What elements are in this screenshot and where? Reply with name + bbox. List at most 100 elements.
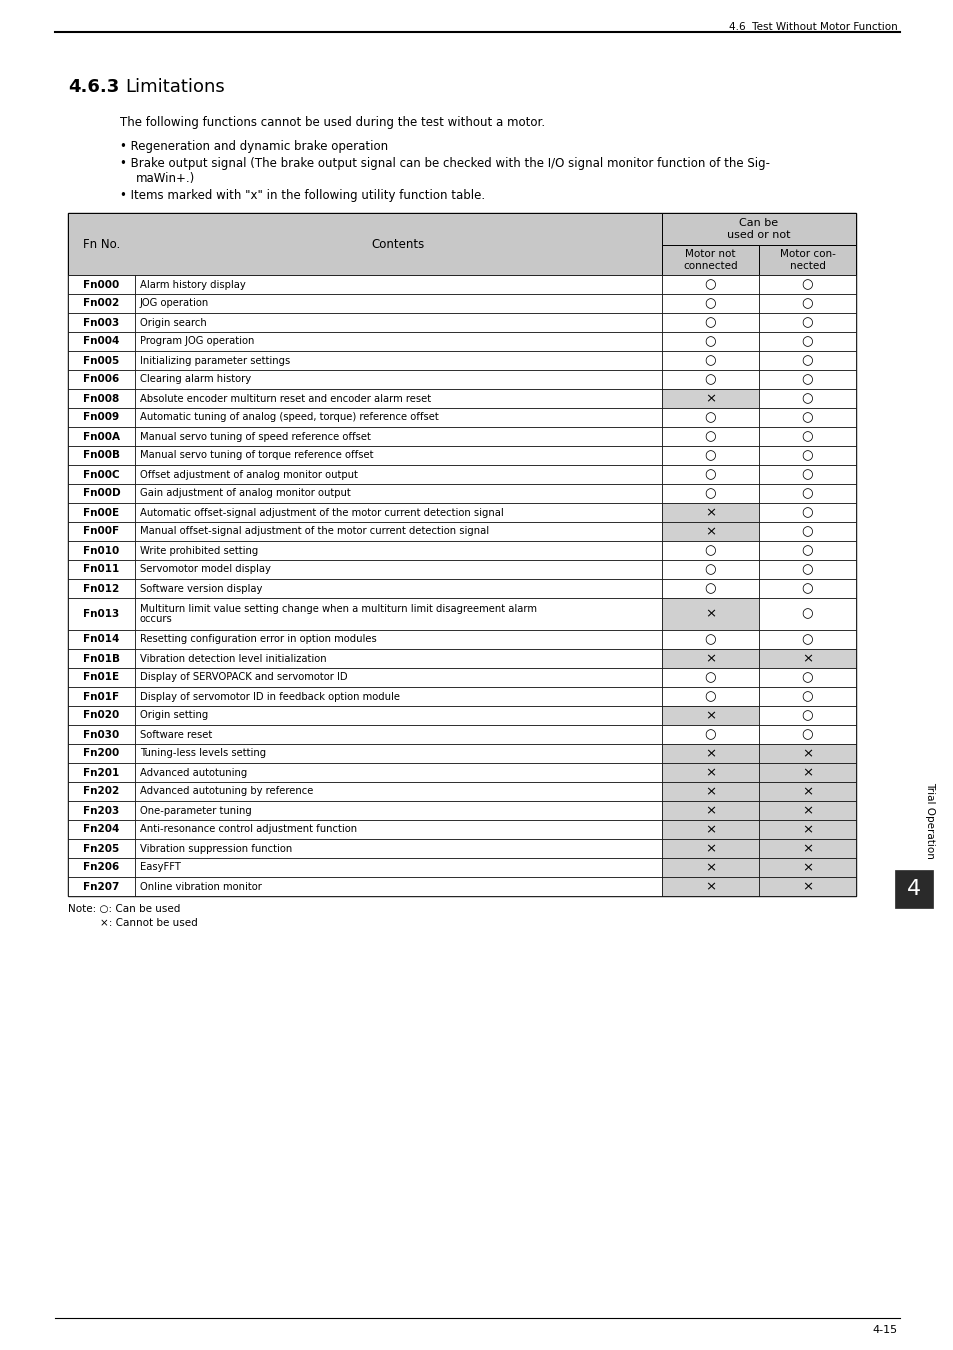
Bar (759, 446, 855, 464)
Bar (661, 370, 759, 389)
Bar (759, 706, 855, 725)
Text: Fn202: Fn202 (83, 787, 119, 796)
Bar (759, 275, 855, 294)
Text: • Items marked with "x" in the following utility function table.: • Items marked with "x" in the following… (120, 189, 485, 202)
Bar (759, 763, 855, 782)
Text: ○: ○ (704, 410, 716, 424)
Bar (759, 878, 855, 896)
Bar (661, 213, 855, 244)
Text: ○: ○ (704, 728, 716, 741)
Text: EasyFFT: EasyFFT (140, 863, 181, 872)
Bar (661, 427, 759, 446)
Bar (68, 464, 135, 485)
Bar (68, 541, 135, 560)
Bar (759, 541, 855, 560)
Bar (68, 859, 135, 878)
Bar (135, 313, 661, 332)
Text: ×: × (704, 784, 716, 798)
Text: ○: ○ (801, 525, 812, 539)
Bar (135, 446, 661, 464)
Text: Write prohibited setting: Write prohibited setting (140, 545, 258, 555)
Text: ×: × (801, 824, 812, 836)
Text: Fn000: Fn000 (83, 279, 119, 289)
Text: Fn200: Fn200 (83, 748, 119, 759)
Text: ×: × (801, 861, 812, 873)
Bar (68, 213, 855, 896)
Bar (135, 687, 661, 706)
Text: ○: ○ (801, 608, 812, 621)
Text: Fn00C: Fn00C (83, 470, 120, 479)
Bar (661, 332, 759, 351)
Bar (759, 332, 855, 351)
Text: ○: ○ (801, 431, 812, 443)
Bar (759, 782, 855, 801)
Bar (759, 522, 855, 541)
Text: ×: × (801, 747, 812, 760)
Text: ○: ○ (801, 487, 812, 500)
Bar (661, 801, 759, 819)
Bar (68, 878, 135, 896)
Bar (661, 244, 759, 275)
Bar (68, 370, 135, 389)
Bar (135, 598, 661, 630)
Text: ×: × (704, 824, 716, 836)
Bar (135, 579, 661, 598)
Text: Display of SERVOPACK and servomotor ID: Display of SERVOPACK and servomotor ID (140, 672, 347, 683)
Bar (661, 687, 759, 706)
Text: maWin+.): maWin+.) (136, 171, 195, 185)
Text: Fn00F: Fn00F (83, 526, 119, 536)
Bar (68, 275, 135, 294)
Bar (661, 668, 759, 687)
Bar (135, 427, 661, 446)
Text: ×: × (704, 861, 716, 873)
Text: Fn005: Fn005 (83, 355, 119, 366)
Bar (759, 579, 855, 598)
Bar (68, 522, 135, 541)
Text: Fn030: Fn030 (83, 729, 119, 740)
Bar (68, 579, 135, 598)
Bar (759, 744, 855, 763)
Text: ×: × (801, 842, 812, 855)
Bar (759, 859, 855, 878)
Text: Limitations: Limitations (125, 78, 225, 96)
Text: Multiturn limit value setting change when a multiturn limit disagreement alarm: Multiturn limit value setting change whe… (140, 603, 537, 613)
Text: Fn203: Fn203 (83, 806, 119, 815)
Text: Alarm history display: Alarm history display (140, 279, 246, 289)
Bar (759, 313, 855, 332)
Text: ○: ○ (704, 278, 716, 292)
Bar (661, 878, 759, 896)
Text: ×: × (801, 880, 812, 892)
Text: • Regeneration and dynamic brake operation: • Regeneration and dynamic brake operati… (120, 140, 388, 153)
Bar (661, 522, 759, 541)
Bar (759, 464, 855, 485)
Text: ○: ○ (801, 316, 812, 329)
Text: 4-15: 4-15 (872, 1324, 897, 1335)
Bar (135, 522, 661, 541)
Bar (68, 782, 135, 801)
Bar (135, 630, 661, 649)
Bar (759, 389, 855, 408)
Text: Fn201: Fn201 (83, 768, 119, 778)
Bar (661, 560, 759, 579)
Text: Fn006: Fn006 (83, 374, 119, 385)
Bar (135, 838, 661, 859)
Bar (661, 763, 759, 782)
Text: Fn010: Fn010 (83, 545, 119, 555)
Text: ×: × (704, 842, 716, 855)
Text: ○: ○ (801, 709, 812, 722)
Text: Online vibration monitor: Online vibration monitor (140, 882, 262, 891)
Text: Fn00D: Fn00D (83, 489, 120, 498)
Bar (759, 668, 855, 687)
Bar (759, 485, 855, 504)
Text: ○: ○ (801, 410, 812, 424)
Bar (135, 560, 661, 579)
Text: ○: ○ (704, 544, 716, 558)
Text: Fn020: Fn020 (83, 710, 119, 721)
Bar (661, 598, 759, 630)
Bar (661, 504, 759, 522)
Text: Contents: Contents (372, 238, 425, 251)
Text: One-parameter tuning: One-parameter tuning (140, 806, 252, 815)
Text: Vibration suppression function: Vibration suppression function (140, 844, 292, 853)
Bar (759, 244, 855, 275)
Text: ×: × (704, 608, 716, 621)
